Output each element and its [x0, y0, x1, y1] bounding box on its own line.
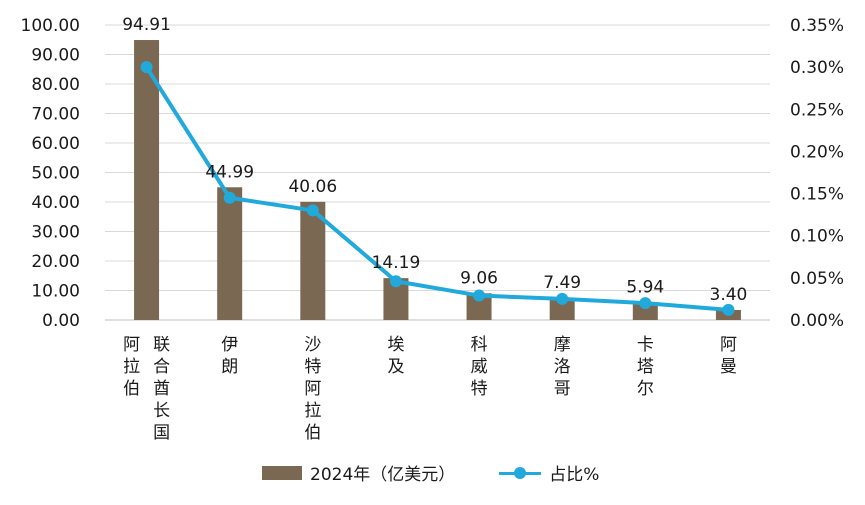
category-label: 联合酋长国: [153, 335, 170, 443]
bar-value-label: 9.06: [460, 268, 498, 288]
right-tick-label: 0.05%: [790, 269, 844, 289]
bar-value-label: 5.94: [626, 277, 664, 297]
category-label: 阿曼: [720, 335, 737, 377]
data-labels: 94.91 44.99 40.06 14.19 9.06 7.49 5.94 3.40: [122, 15, 747, 305]
left-tick-label: 20.00: [31, 252, 80, 272]
line-series: [140, 61, 735, 316]
bar-value-label: 3.40: [710, 285, 748, 305]
line-point: [556, 292, 569, 305]
legend-bar-label: 2024年（亿美元）: [310, 465, 456, 485]
right-tick-label: 0.30%: [790, 58, 844, 78]
left-tick-label: 30.00: [31, 223, 80, 243]
left-tick-label: 0.00: [42, 311, 80, 331]
bar: [549, 297, 575, 320]
left-tick-label: 60.00: [31, 134, 80, 154]
line-point: [722, 303, 735, 316]
left-tick-label: 10.00: [31, 282, 80, 302]
line-point: [306, 204, 319, 217]
left-tick-label: 50.00: [31, 164, 80, 184]
legend-bar-swatch: [262, 465, 302, 480]
bar-value-label: 40.06: [288, 177, 337, 197]
left-tick-label: 100.00: [21, 16, 80, 36]
line-point: [639, 297, 652, 310]
bar-value-label: 44.99: [205, 162, 254, 182]
right-tick-label: 0.15%: [790, 185, 844, 205]
bar: [300, 201, 326, 320]
gridlines: [105, 24, 770, 321]
left-axis-ticks: 0.00 10.00 20.00 30.00 40.00 50.00 60.00 70.00 8…: [21, 16, 80, 331]
share-line: [144, 66, 729, 312]
category-label: 科威特: [471, 335, 488, 399]
right-tick-label: 0.20%: [790, 142, 844, 162]
line-point: [140, 61, 153, 74]
legend-item-bars: 2024年（亿美元）: [262, 460, 455, 485]
right-tick-label: 0.35%: [790, 16, 844, 36]
bar: [134, 40, 160, 320]
left-tick-label: 90.00: [31, 46, 80, 66]
legend: 2024年（亿美元） 占比%: [262, 460, 599, 485]
category-label: 伊朗: [221, 335, 238, 377]
left-tick-label: 70.00: [31, 105, 80, 125]
legend-line-swatch: [499, 466, 542, 480]
right-tick-label: 0.00%: [790, 311, 844, 331]
line-point: [473, 289, 486, 302]
left-tick-label: 80.00: [31, 75, 80, 95]
bar-value-label: 14.19: [372, 253, 421, 273]
category-label: 卡塔尔: [637, 335, 654, 399]
legend-item-line: 占比%: [499, 460, 599, 485]
right-axis-ticks: 0.00% 0.05% 0.10% 0.15% 0.20% 0.25% 0.30% 0.35%: [790, 16, 844, 331]
line-point: [223, 191, 236, 204]
bar-value-label: 94.91: [122, 15, 171, 35]
bar: [632, 302, 658, 320]
bar-series: [134, 40, 741, 320]
category-label: 埃及: [387, 335, 404, 377]
category-label: 阿拉伯: [123, 335, 140, 399]
bar-value-label: 7.49: [543, 273, 581, 293]
right-tick-label: 0.25%: [790, 100, 844, 120]
left-tick-label: 40.00: [31, 193, 80, 213]
line-point: [389, 275, 402, 288]
legend-line-label: 占比%: [549, 465, 600, 485]
category-label: 摩洛哥: [554, 335, 571, 399]
bar: [217, 187, 243, 320]
right-tick-label: 0.10%: [790, 227, 844, 247]
category-label: 沙特阿拉伯: [304, 335, 321, 443]
